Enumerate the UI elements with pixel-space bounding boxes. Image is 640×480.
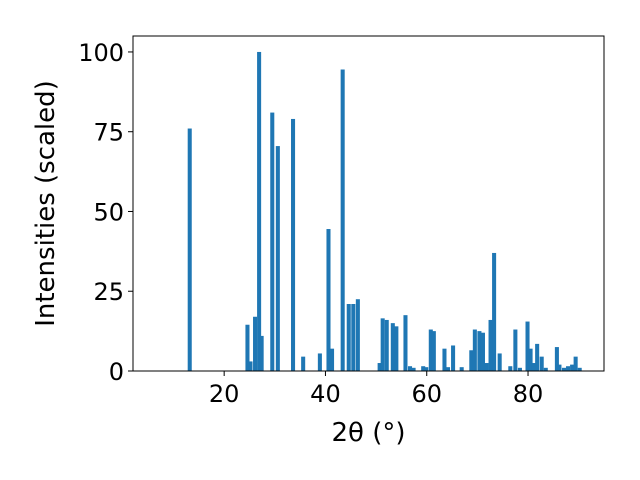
bar xyxy=(570,364,575,371)
bar xyxy=(291,118,296,371)
bar xyxy=(384,319,389,371)
bar xyxy=(301,356,306,371)
bar xyxy=(330,348,335,371)
bar xyxy=(561,367,567,371)
y-tick-label: 100 xyxy=(78,39,124,67)
bar xyxy=(517,367,522,371)
bar xyxy=(488,319,493,371)
bar xyxy=(411,367,416,371)
bar xyxy=(508,366,513,371)
bar xyxy=(187,128,192,371)
bar xyxy=(245,324,250,371)
x-tick-label: 20 xyxy=(209,380,240,408)
bar xyxy=(408,366,413,371)
bar xyxy=(484,363,489,371)
bar xyxy=(317,353,322,371)
bar xyxy=(451,345,456,371)
bar xyxy=(554,347,559,371)
bar xyxy=(566,366,571,371)
bar xyxy=(355,299,360,371)
bar xyxy=(525,321,530,371)
bar xyxy=(492,252,497,371)
y-tick-label: 0 xyxy=(109,358,124,386)
bar xyxy=(390,323,395,371)
y-tick-label: 75 xyxy=(93,119,124,147)
bar xyxy=(577,367,582,371)
x-axis-label: 2θ (°) xyxy=(331,418,405,448)
bar xyxy=(346,304,351,371)
x-tick-label: 60 xyxy=(411,380,442,408)
bar xyxy=(326,229,331,371)
bar xyxy=(431,331,436,371)
bar xyxy=(394,326,399,371)
y-axis-label: Intensities (scaled) xyxy=(31,80,61,327)
bar xyxy=(351,304,356,371)
bar xyxy=(543,367,548,371)
bar xyxy=(535,343,540,371)
bar xyxy=(472,329,477,371)
bar xyxy=(442,348,447,371)
bar xyxy=(477,331,482,371)
x-tick-label: 80 xyxy=(513,380,544,408)
bar xyxy=(539,356,544,371)
bar xyxy=(469,350,474,371)
bar xyxy=(428,329,433,371)
plot-frame xyxy=(132,35,605,372)
y-tick-label: 50 xyxy=(93,198,124,226)
bar xyxy=(573,356,578,371)
bar xyxy=(480,332,485,371)
bar xyxy=(253,316,258,371)
bar xyxy=(248,361,253,371)
x-tick-label: 40 xyxy=(310,380,341,408)
bar xyxy=(424,367,429,371)
bar xyxy=(513,329,518,371)
bar xyxy=(270,112,275,372)
bar xyxy=(275,146,280,371)
bar xyxy=(531,363,536,371)
bar xyxy=(377,363,382,371)
bar xyxy=(380,318,385,371)
x-axis-ticks: 20 40 60 80 xyxy=(209,371,543,408)
bar xyxy=(528,348,533,371)
bar xyxy=(557,364,562,371)
bar xyxy=(403,315,408,371)
y-tick-label: 25 xyxy=(93,278,124,306)
bar xyxy=(497,353,502,371)
bar xyxy=(445,367,451,371)
y-axis-ticks: 0 25 50 75 100 xyxy=(78,39,133,386)
bar xyxy=(340,69,345,371)
bar-series xyxy=(187,51,582,372)
bar xyxy=(259,335,264,371)
bar xyxy=(421,366,426,371)
bar xyxy=(459,367,464,371)
bar xyxy=(257,51,262,371)
